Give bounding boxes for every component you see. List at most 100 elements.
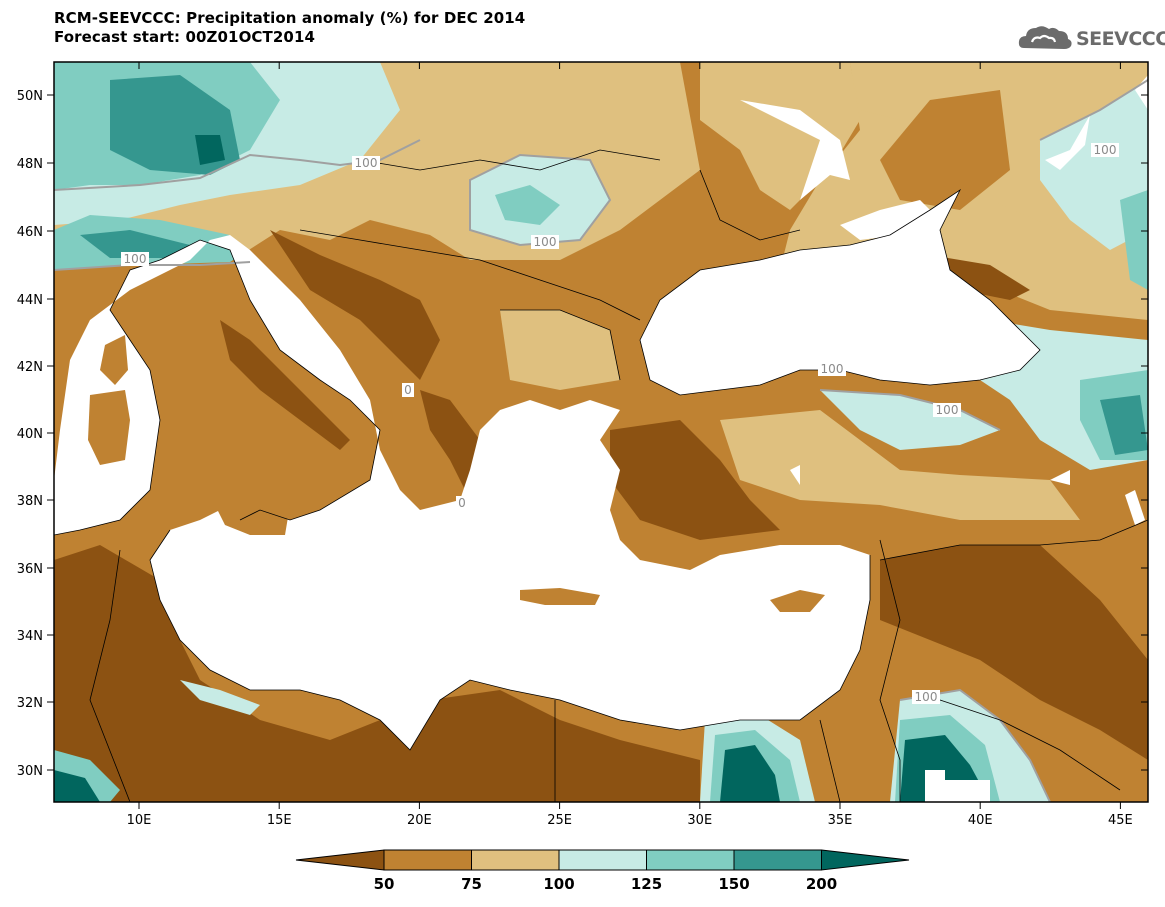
region-anatolia-verydry bbox=[610, 420, 780, 540]
contour-line-3 bbox=[469, 153, 612, 247]
contour-label-bg bbox=[456, 496, 468, 510]
region-russia-wet2 bbox=[1120, 190, 1148, 290]
white-patch-6 bbox=[790, 465, 800, 485]
contour-label-bg bbox=[121, 252, 149, 266]
lat-label: 44N bbox=[17, 293, 43, 308]
border-arabia bbox=[939, 699, 1121, 791]
coastline-italy bbox=[54, 239, 381, 536]
lon-label: 20E bbox=[407, 813, 432, 828]
border-ukraine bbox=[699, 169, 801, 241]
region-tunisia-extreme bbox=[54, 770, 100, 802]
region-hungary-wet2 bbox=[495, 185, 560, 225]
island-cyprus bbox=[770, 590, 825, 612]
colorbar-segment bbox=[383, 849, 472, 871]
colorbar-label: 200 bbox=[806, 875, 837, 893]
region-italy-verydry bbox=[220, 320, 350, 450]
colorbar-segment-low bbox=[295, 849, 385, 871]
border-levant bbox=[879, 539, 901, 802]
lon-label: 40E bbox=[968, 813, 993, 828]
lat-label: 38N bbox=[17, 494, 43, 509]
contour-label-bg bbox=[933, 403, 961, 417]
region-egypt-extreme bbox=[720, 745, 780, 802]
contour-label: 100 bbox=[355, 156, 378, 170]
colorbar-label: 100 bbox=[543, 875, 574, 893]
contour-label-bg bbox=[402, 383, 414, 397]
colorbar-label: 50 bbox=[374, 875, 395, 893]
colorbar-segment-high bbox=[821, 849, 910, 871]
border-turkey-south bbox=[879, 519, 1148, 561]
map-title: RCM-SEEVCCC: Precipitation anomaly (%) f… bbox=[54, 9, 525, 47]
border-balkans bbox=[299, 229, 641, 321]
colorbar-label: 75 bbox=[461, 875, 482, 893]
island-sardinia bbox=[88, 390, 130, 465]
contour-label: 100 bbox=[1094, 143, 1117, 157]
plot-frame bbox=[53, 61, 1149, 803]
lat-label: 40N bbox=[17, 427, 43, 442]
region-eastbs-verydry bbox=[930, 255, 1030, 300]
title-line-1: RCM-SEEVCCC: Precipitation anomaly (%) f… bbox=[54, 9, 526, 27]
island-corsica bbox=[100, 335, 128, 385]
lat-label: 30N bbox=[17, 764, 43, 779]
contour-label: 100 bbox=[936, 403, 959, 417]
coastline-africa bbox=[149, 529, 871, 751]
lat-label: 34N bbox=[17, 629, 43, 644]
contour-labels: 100 100 100 100 100 100 100 0 0 bbox=[121, 143, 1119, 704]
lon-label: 15E bbox=[267, 813, 292, 828]
seevccc-logo: SEEVCCC bbox=[1018, 22, 1165, 54]
region-anatolia-light bbox=[720, 410, 1080, 520]
azov-sea bbox=[840, 200, 935, 240]
colorbar-segment bbox=[471, 849, 560, 871]
lat-label: 42N bbox=[17, 360, 43, 375]
contour-line-5 bbox=[819, 389, 1001, 431]
border-bulgaria bbox=[500, 309, 621, 381]
region-libya-coast-wet bbox=[180, 680, 260, 715]
logo-text: SEEVCCC bbox=[1076, 28, 1165, 50]
lon-label: 25E bbox=[547, 813, 572, 828]
coastline-black-sea bbox=[639, 188, 1041, 396]
colorbar-segment bbox=[733, 849, 822, 871]
contour-label-bg bbox=[1091, 143, 1119, 157]
cloud-logo-icon bbox=[1018, 26, 1072, 49]
region-bulgaria-light bbox=[500, 310, 620, 390]
lat-axis: 50N 48N 46N 44N 42N 40N 38N 36N 34N 32N 30N bbox=[17, 89, 1148, 779]
colorbar: 50 75 100 125 150 200 bbox=[295, 849, 910, 893]
white-patch-4 bbox=[1050, 470, 1070, 485]
contour-label-bg bbox=[818, 362, 846, 376]
region-ukraine-dry bbox=[880, 90, 1010, 210]
contour-label-bg bbox=[531, 235, 559, 249]
contour-label: 100 bbox=[821, 362, 844, 376]
region-turkey-north-wet bbox=[820, 390, 1000, 450]
black-sea bbox=[640, 190, 1040, 395]
white-patch-2 bbox=[1045, 115, 1090, 170]
borders-layer bbox=[54, 149, 1148, 802]
lat-label: 36N bbox=[17, 562, 43, 577]
white-patch-1 bbox=[740, 100, 850, 200]
lat-label: 32N bbox=[17, 696, 43, 711]
colorbar-label: 125 bbox=[631, 875, 662, 893]
region-alps-verywet bbox=[80, 230, 190, 258]
contour-label: 100 bbox=[534, 235, 557, 249]
contour-label: 100 bbox=[915, 690, 938, 704]
lon-label: 10E bbox=[127, 813, 152, 828]
island-crete bbox=[520, 588, 600, 605]
border-algeria bbox=[89, 549, 131, 802]
lon-label: 30E bbox=[687, 813, 712, 828]
contour-label: 0 bbox=[404, 383, 412, 397]
region-africa-verydry bbox=[54, 545, 700, 802]
contour-label: 0 bbox=[458, 496, 466, 510]
lat-label: 50N bbox=[17, 89, 43, 104]
border-sinai bbox=[819, 719, 841, 802]
lon-label: 35E bbox=[828, 813, 853, 828]
contour-label-bg bbox=[912, 690, 940, 704]
contour-line-4 bbox=[1039, 79, 1148, 141]
border-north bbox=[359, 149, 661, 171]
region-caucasus-verywet bbox=[1100, 395, 1148, 455]
island-sicily bbox=[215, 500, 290, 535]
contour-label-bg bbox=[352, 156, 380, 170]
contour-line-2 bbox=[54, 261, 251, 271]
region-balkans-verydry bbox=[270, 230, 440, 380]
lat-label: 46N bbox=[17, 225, 43, 240]
region-nw-extreme bbox=[195, 135, 225, 165]
lon-label: 45E bbox=[1108, 813, 1133, 828]
